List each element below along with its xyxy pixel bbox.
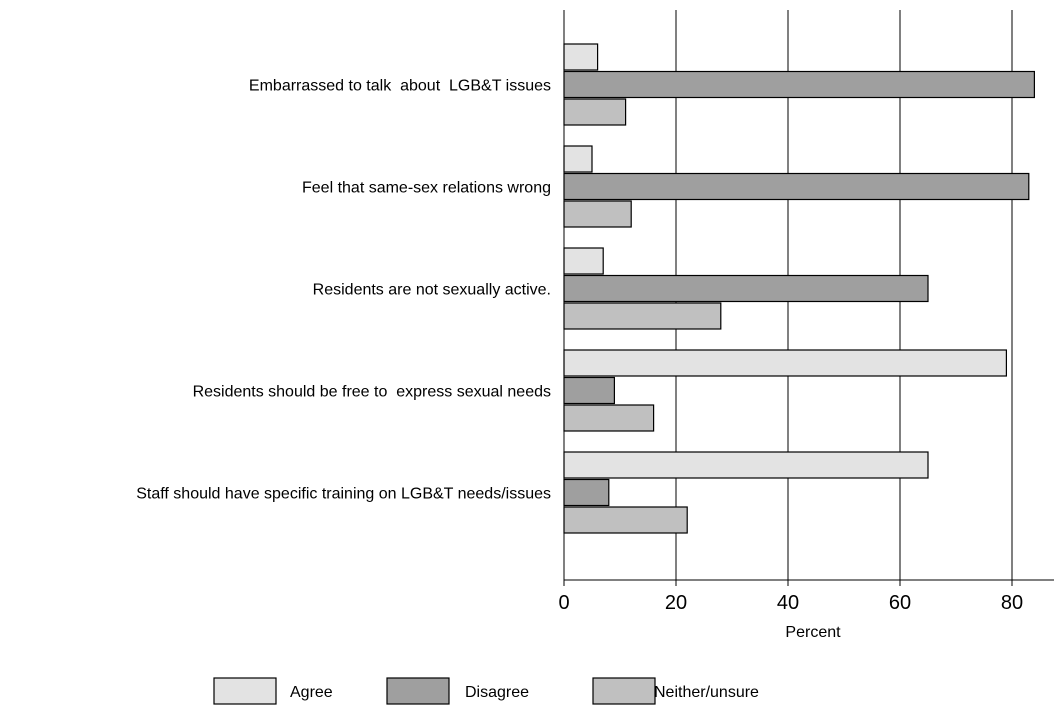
axes xyxy=(563,10,1054,581)
bar-agree-3 xyxy=(563,349,1007,377)
category-label: Staff should have specific training on L… xyxy=(136,486,551,503)
bar-disagree-0 xyxy=(563,70,1035,99)
bar-agree-4 xyxy=(563,451,929,479)
x-tick-label: 60 xyxy=(889,592,911,614)
category-label: Feel that same-sex relations wrong xyxy=(302,180,551,197)
bars xyxy=(563,43,1035,534)
legend-label: Agree xyxy=(290,684,333,701)
bar-neither-unsure-1 xyxy=(563,200,632,228)
bar-agree-1 xyxy=(563,145,593,173)
category-label: Residents should be free to express sexu… xyxy=(193,384,551,401)
x-tick-label: 20 xyxy=(665,592,687,614)
bar-disagree-2 xyxy=(563,274,929,303)
legend-swatch-agree xyxy=(213,677,277,705)
category-labels: Embarrassed to talk about LGB&T issues Fe… xyxy=(136,78,551,503)
legend-swatch-neither-unsure xyxy=(592,677,656,705)
bar-agree-2 xyxy=(563,247,604,275)
bar-neither-unsure-2 xyxy=(563,302,722,330)
x-axis-title: Percent xyxy=(785,624,841,641)
bar-disagree-3 xyxy=(563,376,616,405)
bar-neither-unsure-4 xyxy=(563,506,688,534)
x-tick-label: 40 xyxy=(777,592,799,614)
category-label: Embarrassed to talk about LGB&T issues xyxy=(249,78,551,95)
legend-swatch-disagree xyxy=(386,677,450,705)
x-tick-label: 0 xyxy=(558,592,569,614)
bar-disagree-4 xyxy=(563,478,610,507)
legend-label: Disagree xyxy=(465,684,529,701)
legend-label: Neither/unsure xyxy=(654,684,759,701)
x-tick-labels: 0 20 40 60 80 xyxy=(558,580,1023,614)
category-label: Residents are not sexually active. xyxy=(313,282,551,299)
legend: Agree Disagree Neither/unsure xyxy=(213,677,759,705)
bar-agree-0 xyxy=(563,43,599,71)
x-tick-label: 80 xyxy=(1001,592,1023,614)
bar-neither-unsure-0 xyxy=(563,98,627,126)
bar-disagree-1 xyxy=(563,172,1030,201)
bar-neither-unsure-3 xyxy=(563,404,655,432)
